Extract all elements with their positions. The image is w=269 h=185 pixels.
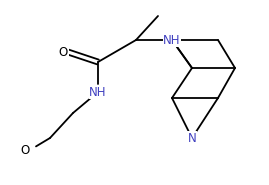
Text: NH: NH xyxy=(163,33,181,46)
Text: O: O xyxy=(21,144,30,157)
Text: O: O xyxy=(59,46,68,58)
Text: NH: NH xyxy=(89,85,107,98)
Text: NH: NH xyxy=(163,33,181,46)
Text: N: N xyxy=(187,132,196,144)
Text: NH: NH xyxy=(89,85,107,98)
Text: O: O xyxy=(21,144,30,157)
Text: N: N xyxy=(187,132,196,144)
Text: O: O xyxy=(59,46,68,58)
